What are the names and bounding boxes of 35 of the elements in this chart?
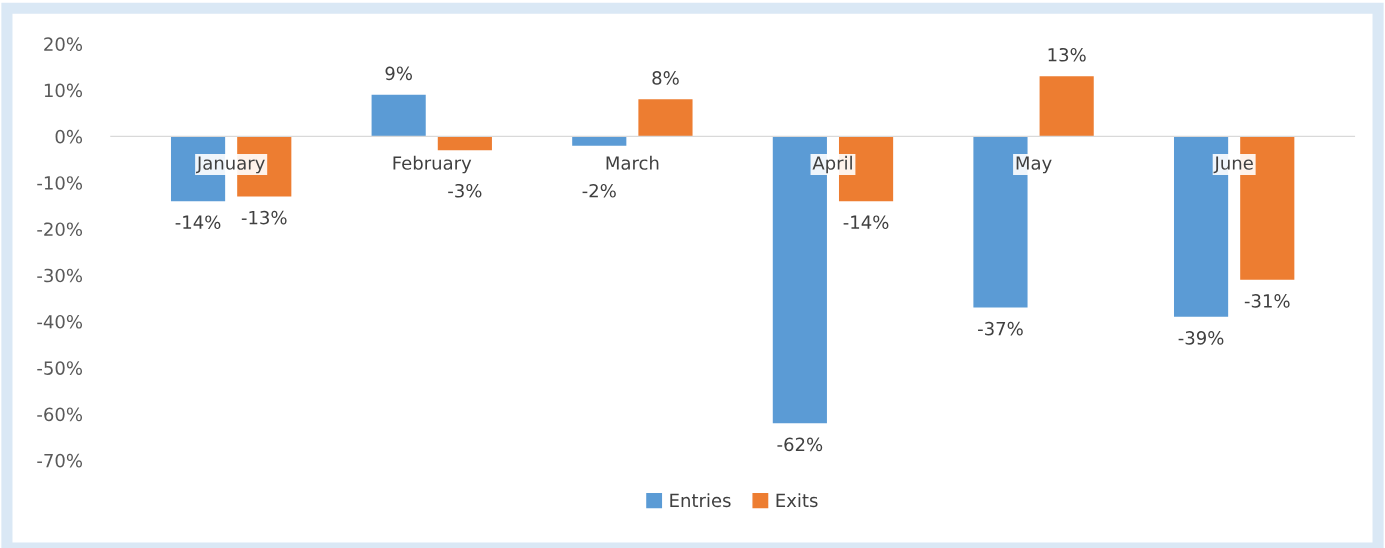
data-label: -14% (843, 215, 889, 230)
x-tick-label: April (812, 155, 852, 174)
data-label: -3% (448, 183, 482, 198)
y-tick-label: 20% (44, 37, 83, 51)
data-label: -2% (582, 183, 616, 198)
bar (638, 99, 693, 137)
data-label: -13% (241, 210, 287, 225)
y-tick-label: -70% (37, 453, 83, 468)
x-tick-label: May (1016, 156, 1052, 174)
y-tick-label: -60% (37, 407, 83, 422)
x-tick-label: February (393, 155, 472, 174)
y-tick-label: -10% (37, 176, 83, 190)
bar (371, 94, 426, 137)
bar (437, 136, 492, 151)
legend-label: Entries (670, 493, 731, 508)
y-tick-label: 0% (55, 129, 83, 144)
y-tick-label: -50% (37, 361, 83, 375)
y-tick-label: -30% (37, 268, 83, 283)
data-label: -31% (1244, 294, 1290, 308)
y-tick-label: 10% (44, 83, 83, 98)
y-tick-label: -20% (37, 222, 83, 237)
legend-label: Exits (776, 493, 818, 508)
data-label: -14% (175, 215, 221, 230)
data-label: -37% (978, 321, 1023, 336)
data-label: 13% (1048, 47, 1086, 62)
data-label: 8% (652, 71, 679, 85)
data-label: -39% (1178, 331, 1224, 345)
data-label: 9% (385, 66, 412, 81)
y-tick-label: -40% (37, 314, 83, 329)
x-tick-label: March (606, 155, 659, 170)
data-label: -62% (777, 437, 823, 452)
bar (572, 136, 627, 146)
x-tick-label: June (1213, 156, 1253, 174)
bar (1039, 76, 1094, 137)
x-tick-label: January (196, 156, 265, 174)
